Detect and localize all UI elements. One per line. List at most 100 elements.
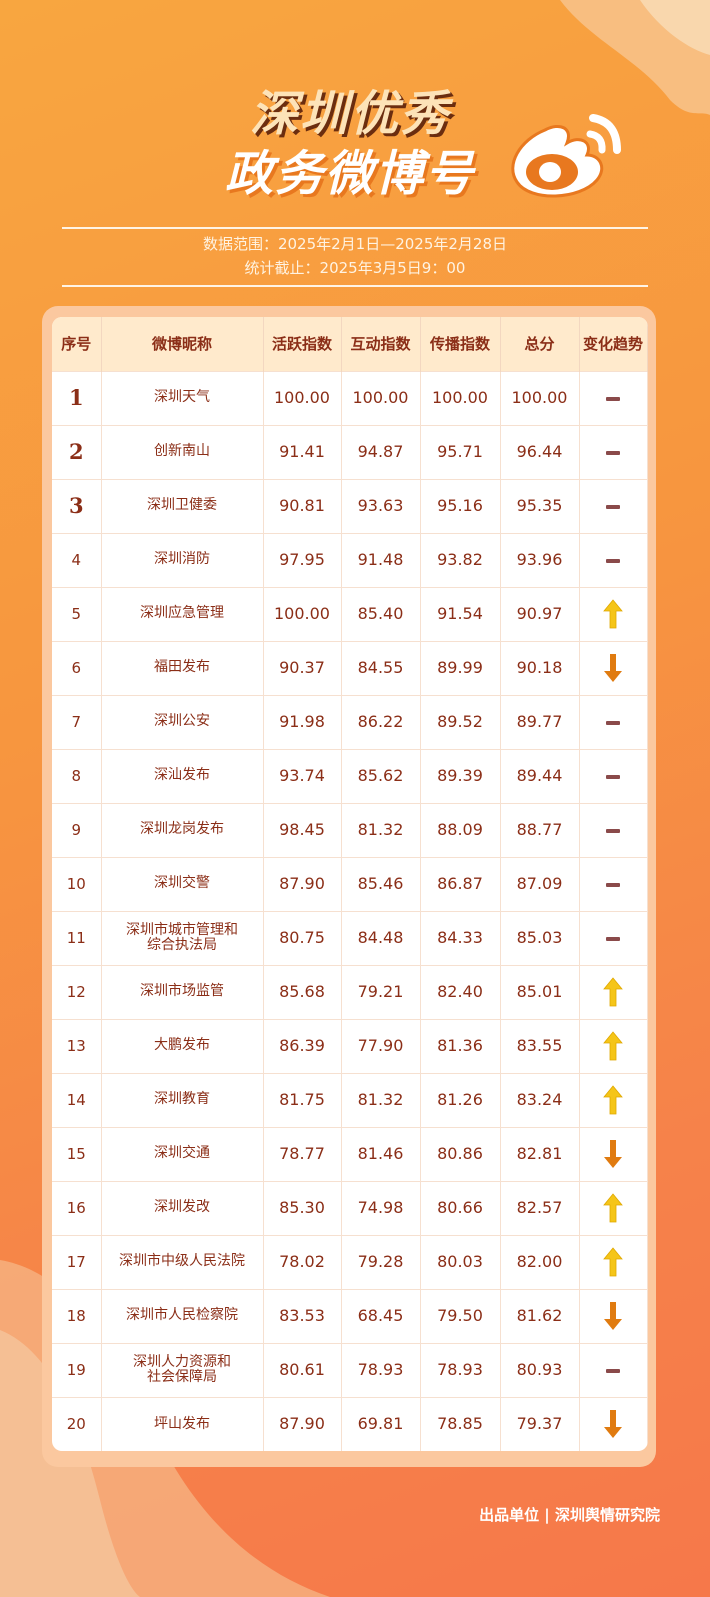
cell-interact: 85.46 — [341, 856, 421, 911]
cell-interact: 79.21 — [341, 964, 421, 1019]
cell-active: 83.53 — [263, 1288, 342, 1343]
cell-interact: 85.62 — [341, 748, 421, 803]
cell-spread: 100.00 — [420, 370, 501, 425]
cell-rank: 14 — [52, 1072, 102, 1127]
cell-rank: 7 — [52, 694, 102, 749]
trend-flat-icon — [579, 1342, 648, 1397]
cell-name: 深圳市人民检察院 — [101, 1288, 264, 1343]
table-row: 3 深圳卫健委 90.81 93.63 95.16 95.35 — [52, 478, 648, 533]
cell-total: 96.44 — [500, 424, 580, 479]
cell-interact: 81.32 — [341, 802, 421, 857]
trend-flat-icon — [579, 856, 648, 911]
cell-total: 88.77 — [500, 802, 580, 857]
cell-rank: 17 — [52, 1234, 102, 1289]
cell-interact: 93.63 — [341, 478, 421, 533]
cell-total: 80.93 — [500, 1342, 580, 1397]
cell-spread: 89.99 — [420, 640, 501, 695]
cell-active: 87.90 — [263, 856, 342, 911]
table-row: 14 深圳教育 81.75 81.32 81.26 83.24 — [52, 1072, 648, 1127]
trend-flat-icon — [579, 532, 648, 587]
cell-interact: 77.90 — [341, 1018, 421, 1073]
table-row: 13 大鹏发布 86.39 77.90 81.36 83.55 — [52, 1018, 648, 1073]
title-line1: 深圳优秀 — [250, 86, 451, 142]
cell-active: 100.00 — [263, 370, 342, 425]
cell-active: 91.41 — [263, 424, 342, 479]
table-row: 8 深汕发布 93.74 85.62 89.39 89.44 — [52, 748, 648, 803]
cell-total: 82.57 — [500, 1180, 580, 1235]
trend-up-arrow-icon — [579, 586, 648, 641]
cell-rank: 8 — [52, 748, 102, 803]
cell-active: 85.68 — [263, 964, 342, 1019]
cell-name: 深圳消防 — [101, 532, 264, 587]
column-header: 传播指数 — [420, 317, 501, 371]
cell-interact: 100.00 — [341, 370, 421, 425]
trend-flat-icon — [579, 748, 648, 803]
table-row: 19 深圳人力资源和 社会保障局 80.61 78.93 78.93 80.93 — [52, 1342, 648, 1397]
cell-name: 大鹏发布 — [101, 1018, 264, 1073]
cell-name: 福田发布 — [101, 640, 264, 695]
cell-active: 100.00 — [263, 586, 342, 641]
cell-total: 83.55 — [500, 1018, 580, 1073]
cutoff-time: 统计截止：2025年3月5日9：00 — [244, 259, 466, 277]
cell-spread: 81.36 — [420, 1018, 501, 1073]
cell-name: 深圳交警 — [101, 856, 264, 911]
cell-spread: 81.26 — [420, 1072, 501, 1127]
cell-spread: 80.03 — [420, 1234, 501, 1289]
cell-spread: 95.71 — [420, 424, 501, 479]
table-row: 1 深圳天气 100.00 100.00 100.00 100.00 — [52, 370, 648, 425]
cell-rank: 15 — [52, 1126, 102, 1181]
cell-rank: 13 — [52, 1018, 102, 1073]
cell-active: 78.02 — [263, 1234, 342, 1289]
column-header: 微博昵称 — [101, 317, 264, 371]
cell-name: 深圳市场监管 — [101, 964, 264, 1019]
weibo-logo-icon — [511, 114, 621, 198]
cell-name: 深圳公安 — [101, 694, 264, 749]
cell-name: 坪山发布 — [101, 1396, 264, 1451]
cell-name: 深汕发布 — [101, 748, 264, 803]
cell-interact: 86.22 — [341, 694, 421, 749]
cell-active: 90.81 — [263, 478, 342, 533]
cell-interact: 84.55 — [341, 640, 421, 695]
table-row: 5 深圳应急管理 100.00 85.40 91.54 90.97 — [52, 586, 648, 641]
cell-total: 90.18 — [500, 640, 580, 695]
column-header: 互动指数 — [341, 317, 421, 371]
trend-flat-icon — [579, 370, 648, 425]
cell-name: 深圳应急管理 — [101, 586, 264, 641]
cell-spread: 89.52 — [420, 694, 501, 749]
cell-total: 89.77 — [500, 694, 580, 749]
cell-active: 87.90 — [263, 1396, 342, 1451]
table-row: 15 深圳交通 78.77 81.46 80.86 82.81 — [52, 1126, 648, 1181]
cell-rank: 2 — [52, 424, 102, 479]
cell-interact: 79.28 — [341, 1234, 421, 1289]
cell-name: 深圳市城市管理和 综合执法局 — [101, 910, 264, 965]
trend-flat-icon — [579, 802, 648, 857]
cell-name: 深圳龙岗发布 — [101, 802, 264, 857]
table-row: 7 深圳公安 91.98 86.22 89.52 89.77 — [52, 694, 648, 749]
cell-spread: 91.54 — [420, 586, 501, 641]
cell-rank: 20 — [52, 1396, 102, 1451]
cell-rank: 9 — [52, 802, 102, 857]
ranking-table: 序号 微博昵称 活跃指数 互动指数 传播指数 总分 变化趋势 1 深圳天气 100.00 100.… — [52, 317, 648, 1451]
column-header: 变化趋势 — [579, 317, 648, 371]
data-range: 数据范围：2025年2月1日—2025年2月28日 — [202, 235, 508, 253]
cell-interact: 68.45 — [341, 1288, 421, 1343]
cell-name: 深圳发改 — [101, 1180, 264, 1235]
cell-rank: 18 — [52, 1288, 102, 1343]
column-header: 总分 — [500, 317, 580, 371]
cell-spread: 86.87 — [420, 856, 501, 911]
cell-total: 79.37 — [500, 1396, 580, 1451]
cell-active: 91.98 — [263, 694, 342, 749]
trend-up-arrow-icon — [579, 1180, 648, 1235]
table-row: 2 创新南山 91.41 94.87 95.71 96.44 — [52, 424, 648, 479]
decor-blob — [640, 0, 710, 55]
cell-active: 86.39 — [263, 1018, 342, 1073]
cell-total: 85.03 — [500, 910, 580, 965]
cell-spread: 80.66 — [420, 1180, 501, 1235]
cell-total: 87.09 — [500, 856, 580, 911]
cell-interact: 91.48 — [341, 532, 421, 587]
title-line2: 政务微博号 — [225, 146, 476, 202]
cell-name: 深圳天气 — [101, 370, 264, 425]
cell-name: 深圳人力资源和 社会保障局 — [101, 1342, 264, 1397]
column-header: 序号 — [52, 317, 102, 371]
trend-up-arrow-icon — [579, 1072, 648, 1127]
